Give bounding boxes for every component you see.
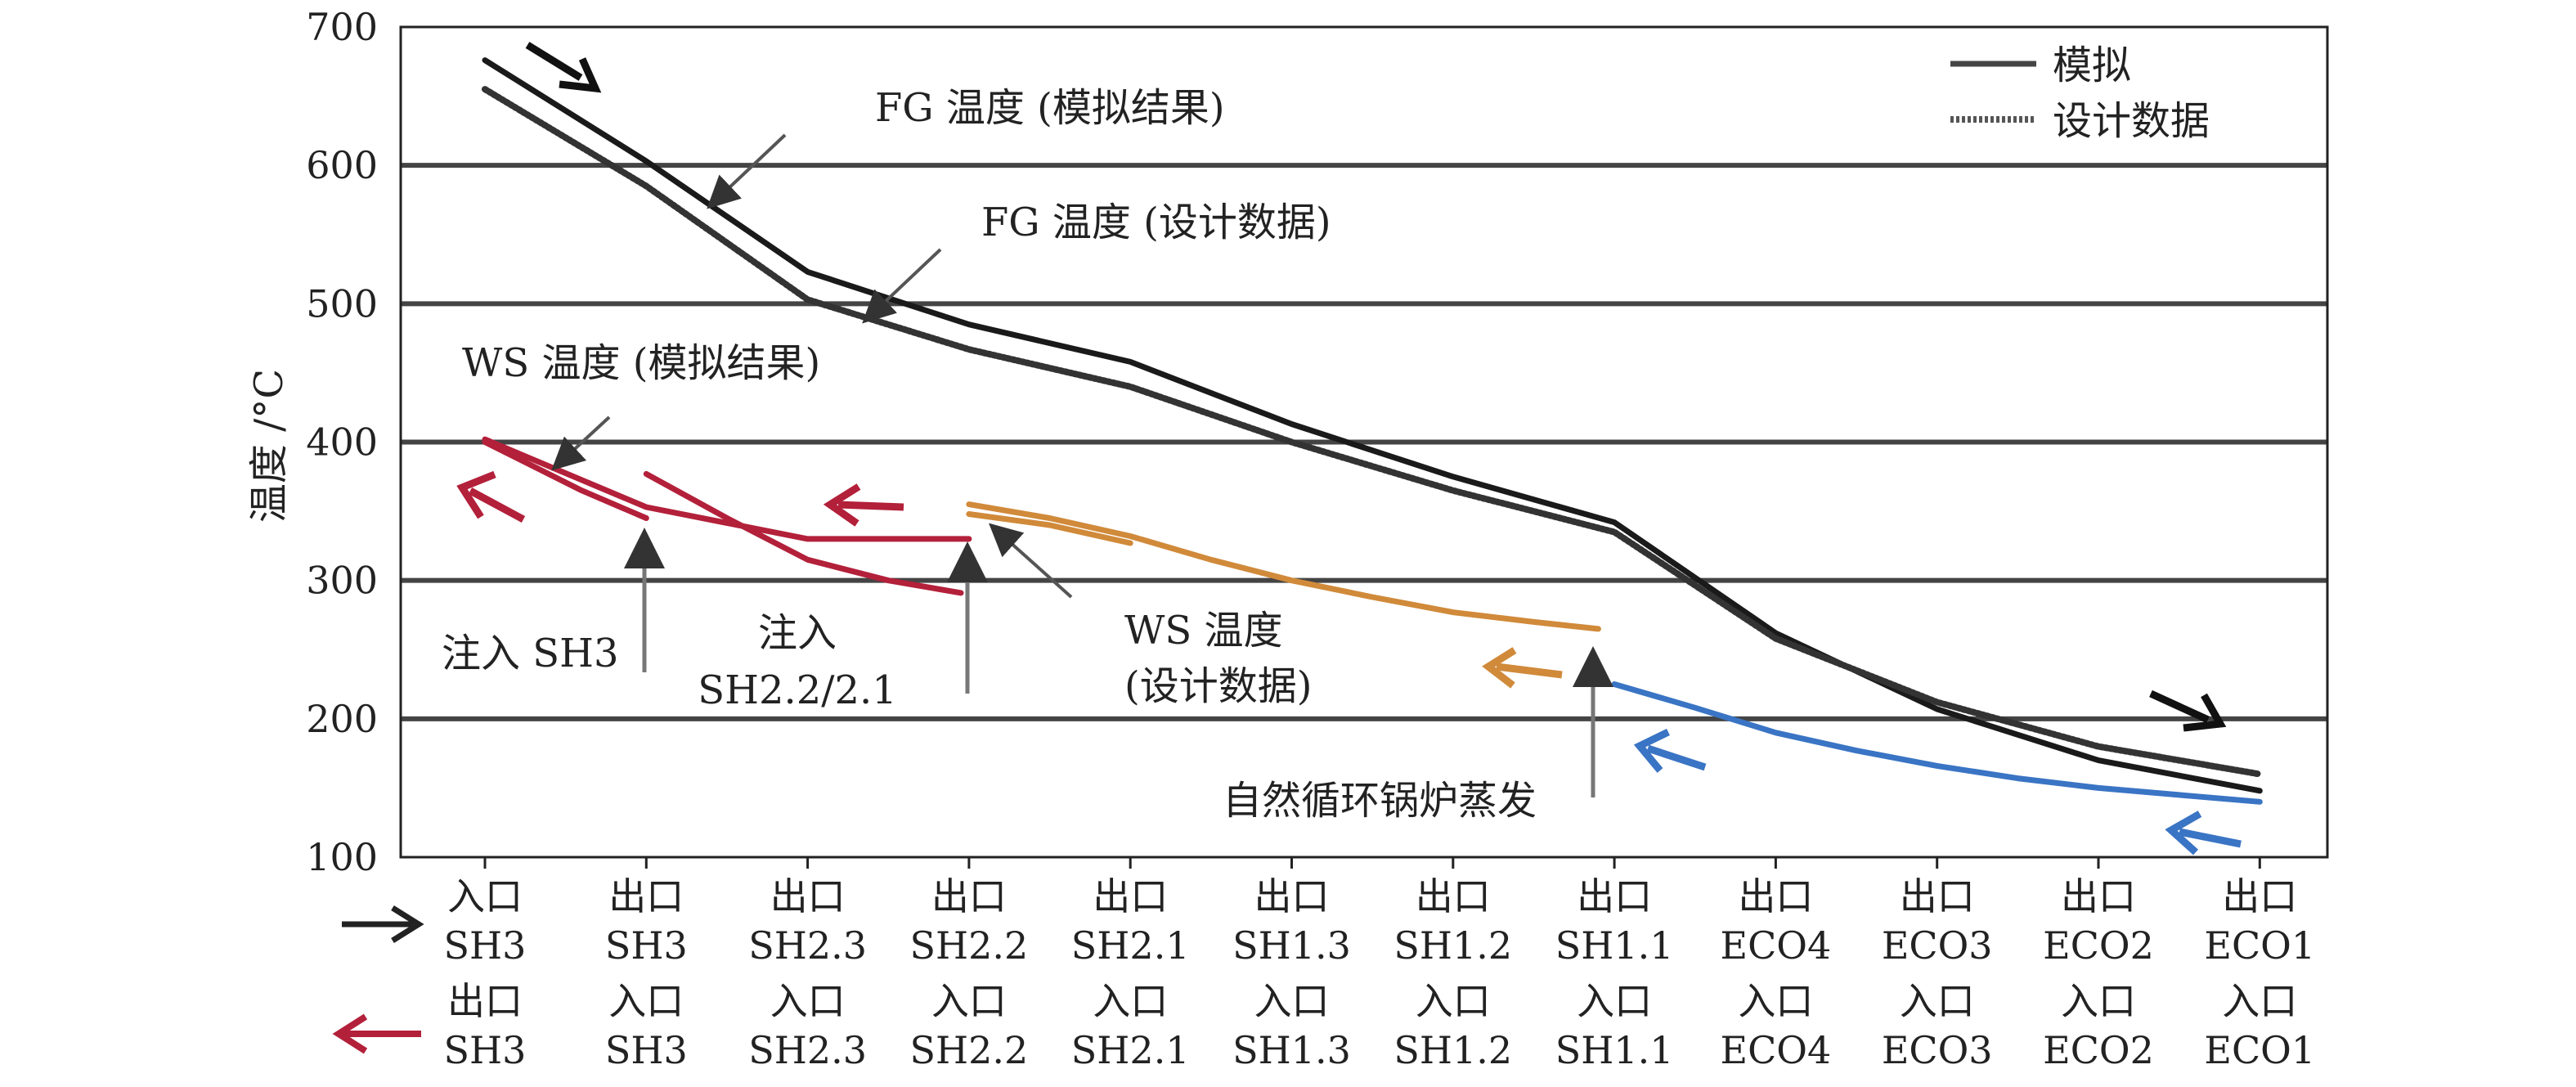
x-tick-label: ECO4 <box>1721 1028 1832 1072</box>
x-tick-label: 出口 <box>1900 874 1975 919</box>
x-tick-labels: 入口SH3出口SH3出口SH2.3出口SH2.2出口SH2.1出口SH1.3出口… <box>444 857 2315 1072</box>
x-tick-label: 入口 <box>1577 979 1652 1023</box>
x-tick-label: ECO2 <box>2043 1028 2154 1072</box>
x-tick-label: SH3 <box>444 1028 527 1072</box>
annotation-inject-sh22-line1: 注入 <box>758 610 837 656</box>
x-tick-label: SH3 <box>605 923 688 968</box>
annotation-ws-design-pointer <box>989 523 1073 599</box>
legend-label-design: 设计数据 <box>2053 98 2210 144</box>
fg-direction-arrow-right <box>2149 689 2227 732</box>
annotation-inject-sh3: 注入 SH3 <box>442 631 619 676</box>
series-line-0 <box>482 57 2263 794</box>
x-tick-label: 出口 <box>1738 874 1813 919</box>
series-group <box>482 57 2264 805</box>
x-tick-label: SH2.1 <box>1071 1028 1190 1072</box>
x-tick-label: SH1.2 <box>1393 923 1512 968</box>
x-tick-label: 出口 <box>1093 874 1168 919</box>
fg-row-arrow <box>342 905 424 943</box>
y-tick-label: 700 <box>306 5 378 49</box>
ws-direction-arrow-orange <box>1482 647 1563 689</box>
legend-label-sim: 模拟 <box>2053 43 2131 88</box>
annotations: FG 温度 (模拟结果) FG 温度 (设计数据) WS 温度 (模拟结果) W… <box>442 85 1613 824</box>
y-tick-label: 200 <box>306 697 378 741</box>
x-tick-label: ECO1 <box>2204 923 2315 968</box>
x-tick-label: SH2.3 <box>748 923 867 968</box>
ws-direction-arrow-red-1 <box>456 470 526 523</box>
x-tick-label: ECO3 <box>1882 1028 1993 1072</box>
annotation-ws-sim: WS 温度 (模拟结果) <box>462 340 820 386</box>
plot-frame <box>399 25 2329 859</box>
x-tick-label: SH2.3 <box>748 1028 867 1072</box>
x-tick-label: 入口 <box>1738 979 1813 1023</box>
y-axis-title: 温度 /°C <box>246 369 292 523</box>
fg-direction-arrow-top <box>525 42 602 93</box>
x-tick-label: ECO4 <box>1721 923 1832 968</box>
x-tick-label: 出口 <box>608 874 684 919</box>
x-tick-label: ECO1 <box>2204 1028 2315 1072</box>
x-tick-label: 出口 <box>447 979 523 1023</box>
y-tick-label: 400 <box>306 420 378 465</box>
gridlines <box>401 163 2327 721</box>
series-line-3 <box>482 439 649 521</box>
x-tick-label: 入口 <box>608 979 684 1023</box>
x-tick-label: SH2.1 <box>1071 923 1190 968</box>
x-tick-label: 出口 <box>1416 874 1491 919</box>
x-tick-label: SH1.1 <box>1555 923 1674 968</box>
ws-row-arrow <box>332 1013 421 1054</box>
x-tick-label: 出口 <box>1254 874 1330 919</box>
annotation-ws-design-line1: WS 温度 <box>1124 608 1282 654</box>
y-tick-label: 500 <box>306 281 378 326</box>
x-tick-label: SH2.2 <box>910 1028 1029 1072</box>
x-tick-label: SH1.1 <box>1555 1028 1674 1072</box>
annotation-evaporation: 自然循环锅炉蒸发 <box>1223 778 1537 824</box>
x-tick-label: SH3 <box>605 1028 688 1072</box>
annotation-fg-design: FG 温度 (设计数据) <box>981 200 1331 245</box>
annotation-fg-sim: FG 温度 (模拟结果) <box>875 85 1225 131</box>
x-tick-label: 出口 <box>2222 874 2297 919</box>
x-tick-label: 入口 <box>1900 979 1975 1023</box>
y-tick-label: 600 <box>306 143 378 187</box>
x-tick-label: 入口 <box>447 874 523 919</box>
x-row-legend-arrows <box>332 905 424 1054</box>
annotation-ws-sim-pointer <box>551 415 611 471</box>
legend: 模拟 设计数据 <box>1950 43 2210 144</box>
y-tick-label: 300 <box>306 559 378 603</box>
x-tick-label: 入口 <box>2061 979 2136 1023</box>
annotation-ws-design-line2: (设计数据) <box>1124 663 1312 709</box>
annotation-fg-design-pointer <box>862 248 942 324</box>
series-line-2 <box>482 436 972 542</box>
x-tick-label: SH1.3 <box>1232 1028 1351 1072</box>
series-line-4 <box>643 470 964 596</box>
x-tick-label: 出口 <box>2061 874 2136 919</box>
x-tick-label: SH2.2 <box>910 923 1029 968</box>
series-line-1 <box>482 86 2264 778</box>
x-tick-label: 出口 <box>931 874 1007 919</box>
ws-direction-arrow-blue-1 <box>1633 728 1707 773</box>
series-line-6 <box>966 511 1133 546</box>
x-tick-label: SH1.2 <box>1393 1028 1512 1072</box>
x-tick-label: ECO3 <box>1882 923 1993 968</box>
x-tick-label: 出口 <box>770 874 846 919</box>
y-tick-labels: 100 200 300 400 500 600 700 <box>306 5 378 879</box>
x-tick-label: SH3 <box>444 923 527 968</box>
x-tick-label: 入口 <box>1416 979 1491 1023</box>
x-tick-label: 入口 <box>770 979 846 1023</box>
x-tick-label: SH1.3 <box>1232 923 1351 968</box>
annotation-fg-sim-pointer <box>707 133 787 209</box>
annotation-inject-sh22-line2: SH2.2/2.1 <box>698 667 897 713</box>
x-tick-label: 入口 <box>2222 979 2297 1023</box>
x-tick-label: 入口 <box>931 979 1007 1023</box>
ws-direction-arrow-red-2 <box>823 483 904 527</box>
x-tick-label: 入口 <box>1093 979 1168 1023</box>
flow-direction-arrows <box>456 42 2242 856</box>
y-tick-label: 100 <box>306 835 378 879</box>
ws-direction-arrow-blue-2 <box>2165 811 2242 856</box>
x-tick-label: 入口 <box>1254 979 1330 1023</box>
series-line-7 <box>1611 681 2263 805</box>
series-line-5 <box>966 501 1601 632</box>
x-tick-label: 出口 <box>1577 874 1652 919</box>
x-tick-label: ECO2 <box>2043 923 2154 968</box>
